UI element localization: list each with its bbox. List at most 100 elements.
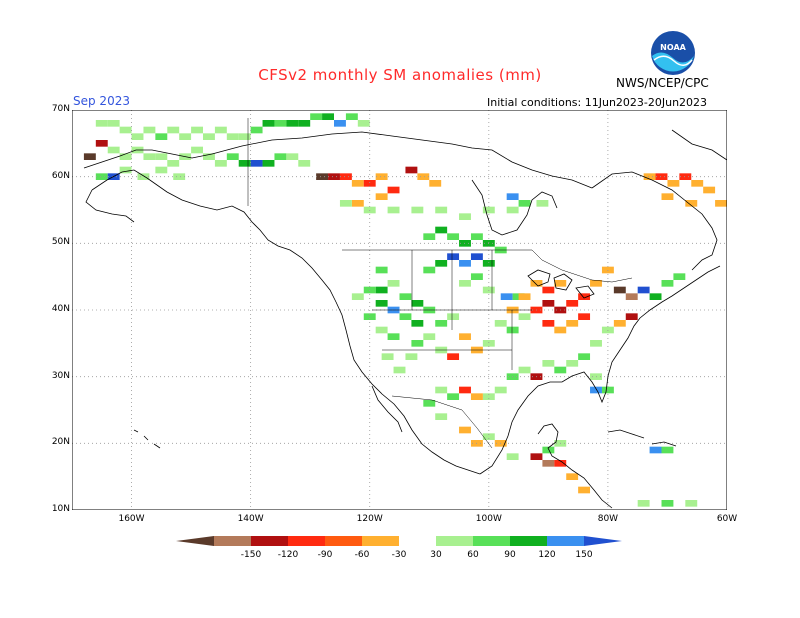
anomaly-cell (566, 473, 579, 480)
anomaly-cell (661, 280, 674, 287)
anomaly-cell (542, 320, 555, 327)
anomaly-cell (518, 313, 531, 320)
anomaly-cell (447, 393, 460, 400)
legend-label: 90 (504, 550, 516, 560)
anomaly-cell (411, 206, 424, 214)
anomaly-cell (470, 273, 483, 280)
legend-box (510, 536, 547, 546)
legend-label: -150 (241, 550, 262, 560)
anomaly-cell (578, 293, 591, 300)
anomaly-cell (363, 180, 376, 187)
anomaly-cell (167, 160, 180, 167)
anomaly-cell (387, 186, 400, 194)
anomaly-cell (131, 133, 144, 140)
anomaly-cell (500, 293, 513, 300)
anomaly-cell (518, 366, 531, 374)
longitude-label: 120W (356, 514, 383, 524)
latitude-label: 70N (51, 104, 70, 114)
legend-box (325, 536, 362, 546)
longitude-label: 160W (118, 514, 145, 524)
anomaly-cell (685, 200, 698, 207)
longitude-label: 100W (475, 514, 502, 524)
legend-label: 120 (538, 550, 555, 560)
anomaly-cell (119, 166, 132, 174)
anomaly-cell (566, 360, 579, 367)
anomaly-cell (393, 366, 406, 374)
anomaly-cell (542, 300, 555, 307)
anomaly-cell (459, 280, 471, 287)
legend-box (436, 536, 473, 546)
anomaly-cell (435, 260, 448, 267)
anomaly-cell (351, 200, 364, 207)
latitude-label: 10N (51, 504, 70, 514)
latitude-label: 20N (51, 437, 70, 448)
anomaly-cell (411, 320, 424, 327)
anomaly-cell (375, 173, 388, 180)
anomaly-cell (179, 133, 192, 140)
legend-label: 60 (467, 550, 479, 560)
anomaly-cell (536, 200, 549, 207)
anomaly-cell (155, 166, 168, 174)
anomaly-cell (447, 233, 460, 240)
anomaly-cell (357, 120, 370, 127)
anomaly-cell (625, 293, 638, 300)
agency-label: NWS/NCEP/CPC (616, 76, 709, 90)
latitude-label: 60N (51, 170, 70, 181)
anomaly-cell (423, 266, 436, 274)
anomaly-cell (506, 206, 519, 214)
anomaly-cell (334, 120, 346, 127)
anomaly-cell (542, 446, 555, 454)
anomaly-map (72, 110, 727, 510)
anomaly-cell (655, 173, 668, 180)
legend-arrow-right (584, 536, 622, 546)
anomaly-cell (95, 173, 108, 180)
anomaly-cell (518, 200, 531, 207)
anomaly-cell (685, 500, 698, 507)
anomaly-cell (435, 226, 448, 234)
anomaly-cell (107, 146, 120, 154)
anomaly-cell (566, 320, 579, 327)
legend-box (251, 536, 288, 546)
anomaly-cell (203, 133, 215, 140)
anomaly-cell (667, 180, 680, 187)
anomaly-cell (482, 393, 495, 400)
anomaly-cell (649, 446, 662, 454)
anomaly-cell (554, 460, 567, 467)
anomaly-cell (286, 153, 299, 160)
anomaly-cell (613, 320, 626, 327)
anomaly-cell (226, 133, 239, 140)
anomaly-cell (530, 280, 543, 287)
anomaly-cell (554, 366, 567, 374)
anomaly-cell (363, 313, 376, 320)
valid-month: Sep 2023 (73, 94, 130, 108)
anomaly-cell (405, 166, 418, 174)
anomaly-cell (173, 173, 186, 180)
anomaly-cell (566, 300, 579, 307)
anomaly-cell (554, 326, 567, 334)
anomaly-cell (613, 286, 626, 294)
anomaly-cell (137, 173, 150, 180)
anomaly-cell (95, 120, 108, 127)
anomaly-cell (429, 180, 442, 187)
logo-lettering: NOAA (660, 43, 686, 52)
anomaly-cell (375, 286, 388, 294)
anomaly-cell (447, 353, 460, 360)
anomaly-cell (506, 326, 519, 334)
legend-label: -90 (318, 550, 333, 560)
latitude-label: 30N (51, 370, 70, 381)
anomaly-cell (375, 300, 388, 307)
anomaly-cell (83, 153, 96, 160)
anomaly-cell (387, 333, 400, 340)
anomaly-cell (345, 113, 358, 120)
legend-label: 150 (575, 550, 592, 560)
anomaly-cell (518, 293, 531, 300)
anomaly-cell (590, 340, 602, 347)
anomaly-cell (423, 333, 436, 340)
anomaly-cell (470, 233, 483, 240)
anomaly-cell (363, 206, 376, 214)
anomaly-cell (494, 320, 507, 327)
anomaly-cell (387, 206, 400, 214)
anomaly-cell (191, 146, 203, 154)
anomaly-cell (375, 193, 388, 200)
anomaly-cell (679, 173, 692, 180)
